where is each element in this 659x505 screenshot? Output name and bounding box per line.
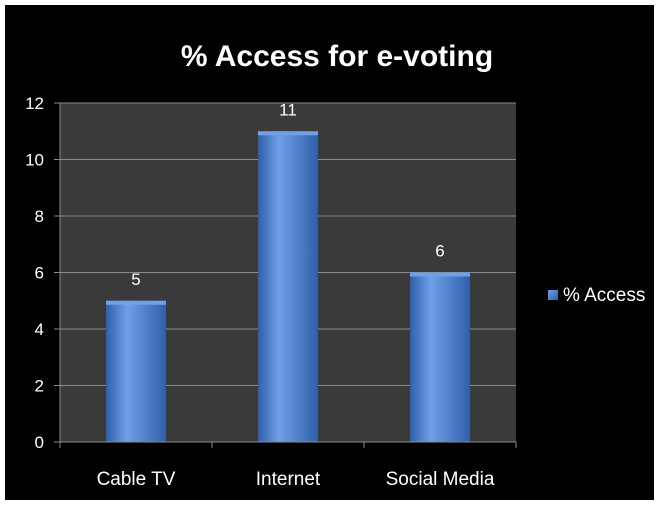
y-tick-label: 0: [35, 433, 44, 452]
y-tick-label: 12: [25, 94, 44, 113]
bar: [410, 272, 470, 442]
y-tick-label: 2: [35, 377, 44, 396]
legend-swatch: [548, 290, 558, 300]
x-category-label: Cable TV: [97, 469, 176, 490]
chart-title: % Access for e-voting: [181, 40, 493, 73]
bar-top-cap: [410, 272, 470, 277]
y-tick-label: 10: [25, 151, 44, 170]
bar-top-cap: [258, 131, 318, 136]
y-tick-label: 4: [35, 320, 44, 339]
bar: [106, 300, 166, 442]
bars-group: 5 11 6: [106, 100, 470, 442]
legend-label: % Access: [563, 285, 645, 306]
data-label: 11: [279, 100, 297, 119]
x-category-label: Social Media: [386, 469, 495, 490]
bar: [258, 131, 318, 442]
bar-top-cap: [106, 300, 166, 305]
x-axis: Cable TV Internet Social Media: [59, 441, 517, 490]
y-tick-label: 6: [35, 264, 44, 283]
x-category-label: Internet: [256, 469, 321, 490]
legend: % Access: [548, 285, 645, 306]
y-axis: 0 2 4 6 8 10 12: [25, 94, 61, 452]
data-label: 6: [435, 242, 444, 261]
y-tick-label: 8: [35, 207, 44, 226]
data-label: 5: [131, 270, 140, 289]
